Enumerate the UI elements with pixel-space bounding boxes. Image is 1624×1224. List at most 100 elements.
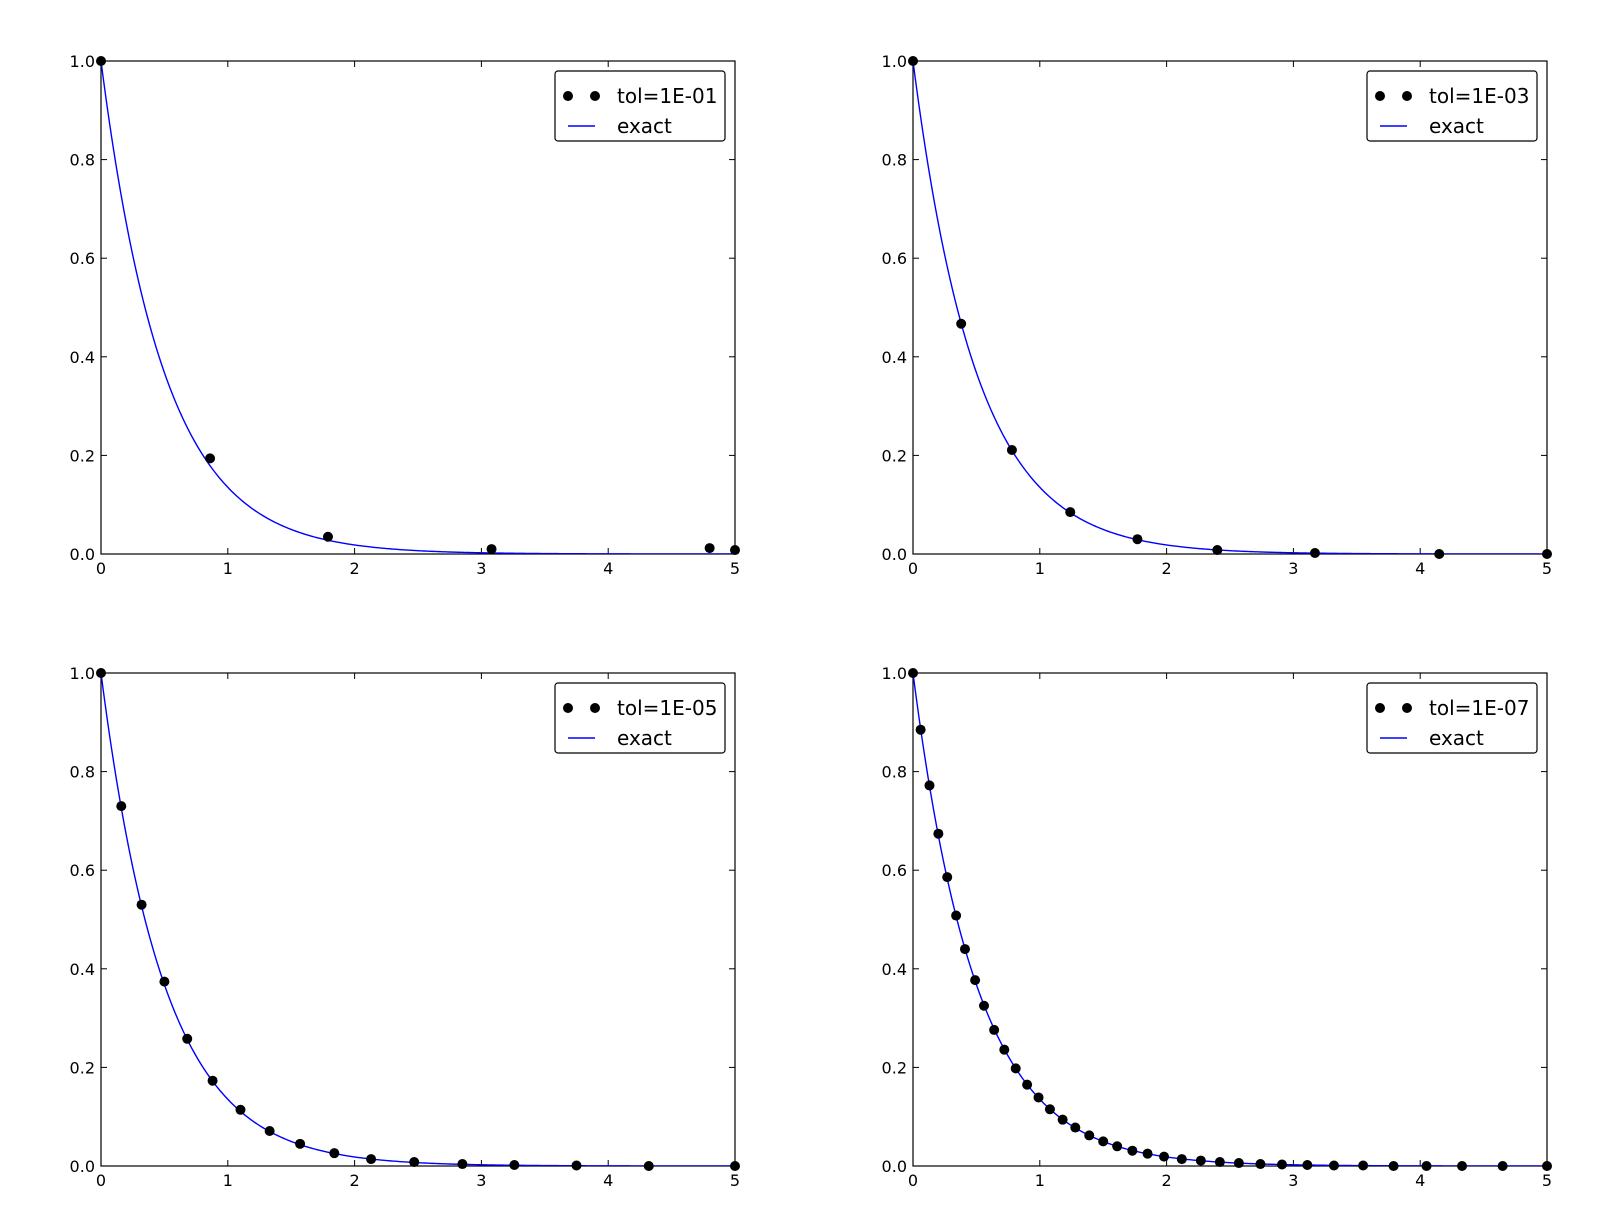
- data-point: [486, 544, 497, 555]
- y-tick-label: 1.0: [882, 52, 907, 71]
- x-tick-label: 0: [96, 1171, 106, 1190]
- data-point: [1127, 1145, 1138, 1156]
- data-point: [956, 318, 967, 329]
- data-point: [366, 1154, 377, 1165]
- y-tick-label: 0.4: [882, 348, 907, 367]
- data-point: [1212, 545, 1223, 556]
- x-tick-label: 2: [1162, 559, 1172, 578]
- y-tick-label: 0.0: [882, 1157, 907, 1176]
- legend-label: exact: [617, 114, 672, 138]
- y-tick-label: 0.6: [70, 861, 95, 880]
- data-point: [989, 1024, 1000, 1035]
- data-point: [933, 828, 944, 839]
- x-tick-label: 3: [1288, 1171, 1298, 1190]
- data-point: [1421, 1161, 1432, 1171]
- x-tick-label: 5: [1542, 559, 1552, 578]
- y-tick-label: 1.0: [70, 52, 95, 71]
- chart-svg: 0 1 2 3 4 5 0.0 0.2 0.4 0.6 0.8 1.0 tol=1E-05 exact: [70, 664, 741, 1190]
- data-point: [915, 724, 926, 735]
- y-tick-label: 1.0: [882, 664, 907, 683]
- x-tick-label: 2: [1162, 1171, 1172, 1190]
- y-tick-label: 1.0: [70, 664, 95, 683]
- legend-label: exact: [1429, 114, 1484, 138]
- data-point: [1328, 1160, 1339, 1171]
- data-point: [908, 56, 918, 66]
- x-tick-label: 4: [603, 1171, 613, 1190]
- legend: tol=1E-01 exact: [554, 70, 726, 142]
- data-point: [1457, 1161, 1468, 1171]
- data-point: [1302, 1160, 1313, 1171]
- y-tick-label: 0.8: [70, 151, 95, 170]
- y-tick-label: 0.8: [882, 763, 907, 782]
- x-tick-label: 2: [350, 559, 360, 578]
- legend-marker: [1402, 703, 1412, 713]
- data-point: [295, 1138, 306, 1149]
- y-tick-label: 0.8: [882, 151, 907, 170]
- y-tick-label: 0.4: [882, 960, 907, 979]
- data-point: [1309, 548, 1320, 559]
- legend: tol=1E-05 exact: [554, 682, 726, 754]
- x-tick-label: 1: [223, 1171, 233, 1190]
- x-tick-label: 5: [1542, 1171, 1552, 1190]
- x-tick-label: 3: [476, 559, 486, 578]
- legend-box: [554, 70, 726, 142]
- data-point: [182, 1033, 193, 1044]
- chart-panel-tol-1e-07: 0 1 2 3 4 5 0.0 0.2 0.4 0.6 0.8 1.0 tol=1E-07 exact: [812, 612, 1553, 1190]
- x-tick-label: 1: [1035, 559, 1045, 578]
- legend-label: exact: [617, 726, 672, 750]
- legend-marker: [590, 91, 600, 101]
- chart-panel-tol-1e-03: 0 1 2 3 4 5 0.0 0.2 0.4 0.6 0.8 1.0 tol=1E-03 exact: [812, 0, 1553, 578]
- x-tick-label: 1: [223, 559, 233, 578]
- legend-label: tol=1E-03: [1429, 84, 1529, 108]
- chart-panel-tol-1e-01: 0 1 2 3 4 5 0.0 0.2 0.4 0.6 0.8 1.0 tol=1E-01 exact: [0, 0, 741, 578]
- x-tick-label: 5: [730, 559, 740, 578]
- legend-marker: [590, 703, 600, 713]
- legend-label: tol=1E-07: [1429, 696, 1529, 720]
- legend-marker: [1375, 91, 1385, 101]
- data-point: [730, 545, 740, 556]
- data-point: [1022, 1079, 1033, 1090]
- x-tick-label: 4: [603, 559, 613, 578]
- data-point: [1084, 1130, 1095, 1141]
- data-point: [1070, 1122, 1081, 1133]
- data-point: [1176, 1154, 1187, 1165]
- data-point: [1542, 549, 1552, 559]
- plot-frame: [100, 60, 736, 555]
- data-point: [457, 1159, 468, 1170]
- legend-marker: [1375, 703, 1385, 713]
- legend-box: [1366, 682, 1538, 754]
- x-tick-label: 0: [96, 559, 106, 578]
- data-point: [1214, 1157, 1225, 1168]
- data-point: [1112, 1141, 1123, 1152]
- chart-svg: 0 1 2 3 4 5 0.0 0.2 0.4 0.6 0.8 1.0 tol=1E-07 exact: [882, 664, 1553, 1190]
- data-point: [1057, 1114, 1068, 1125]
- x-tick-label: 4: [1415, 1171, 1425, 1190]
- data-point: [1388, 1161, 1399, 1171]
- y-tick-label: 0.6: [882, 861, 907, 880]
- plot-frame: [100, 672, 736, 1167]
- data-point: [96, 56, 106, 66]
- data-point: [1142, 1148, 1153, 1159]
- data-point: [322, 531, 333, 542]
- data-point: [1255, 1159, 1266, 1170]
- y-tick-label: 0.0: [70, 1157, 95, 1176]
- data-point: [1434, 549, 1445, 559]
- legend-marker: [563, 703, 573, 713]
- data-point: [1006, 444, 1017, 455]
- y-tick-label: 0.4: [70, 960, 95, 979]
- legend: tol=1E-03 exact: [1366, 70, 1538, 142]
- data-point: [159, 976, 170, 987]
- data-point: [999, 1044, 1010, 1055]
- data-point: [136, 899, 147, 910]
- data-point: [908, 668, 918, 678]
- y-tick-label: 0.2: [882, 446, 907, 465]
- legend-marker: [563, 91, 573, 101]
- y-tick-label: 0.8: [70, 763, 95, 782]
- data-point: [643, 1161, 654, 1171]
- data-point: [1010, 1063, 1021, 1074]
- x-tick-label: 3: [476, 1171, 486, 1190]
- x-tick-label: 2: [350, 1171, 360, 1190]
- y-tick-label: 0.2: [70, 446, 95, 465]
- x-tick-label: 3: [1288, 559, 1298, 578]
- data-point: [704, 543, 715, 554]
